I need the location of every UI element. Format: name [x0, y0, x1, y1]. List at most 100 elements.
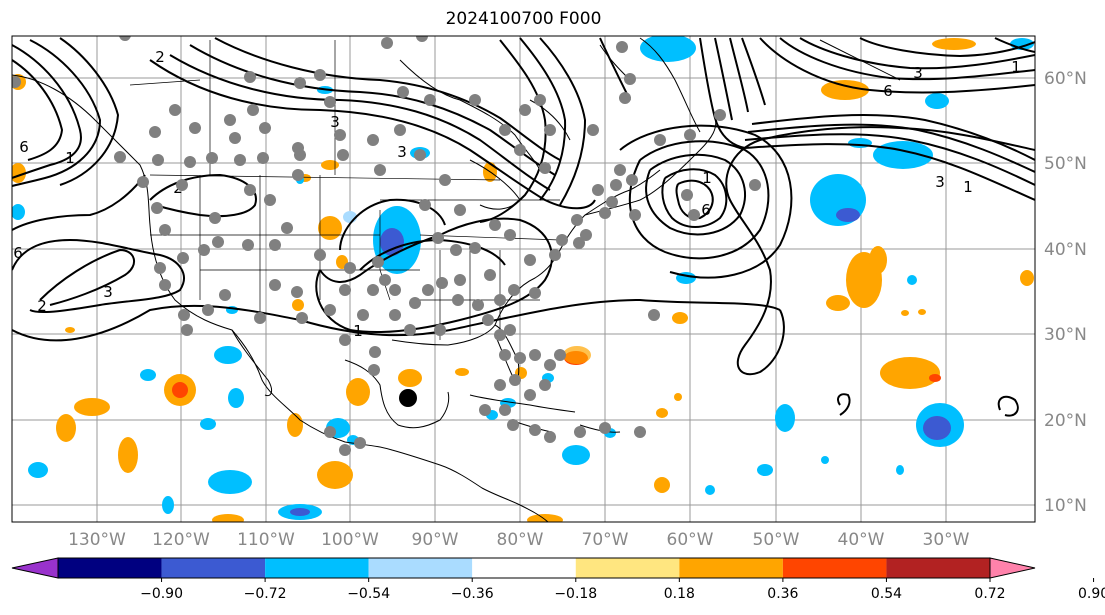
station-dot	[177, 252, 189, 264]
station-dot	[151, 202, 163, 214]
colorbar-extend-low	[11, 557, 59, 579]
contour-label: 6	[13, 244, 23, 262]
colorbar-tick-label: 0.90	[1078, 586, 1105, 602]
station-dots	[12, 36, 761, 456]
station-dot	[247, 104, 259, 116]
contour-label: 6	[19, 138, 29, 156]
station-dot	[404, 324, 416, 336]
contour-label: 3	[397, 143, 407, 161]
station-dot	[499, 124, 511, 136]
station-dot	[587, 124, 599, 136]
station-dot	[452, 294, 464, 306]
graticule	[12, 36, 1035, 522]
station-dot	[281, 222, 293, 234]
contour-label: 1	[702, 169, 712, 187]
longitude-label: 50°W	[753, 530, 800, 550]
station-dot	[354, 437, 366, 449]
station-dot	[606, 196, 618, 208]
station-dot	[494, 329, 506, 341]
station-dot	[472, 299, 484, 311]
colorbar-swatch	[886, 558, 990, 578]
station-dot	[314, 249, 326, 261]
latitude-label: 20°N	[1044, 411, 1087, 431]
station-dot	[254, 312, 266, 324]
station-dot	[259, 122, 271, 134]
colorbar-swatch	[58, 558, 162, 578]
station-dot	[580, 229, 592, 241]
colorbar-tick-label: 0.18	[664, 586, 695, 602]
station-dot	[529, 287, 541, 299]
station-dot	[688, 209, 700, 221]
contour-label: 1	[353, 322, 363, 340]
station-dot	[514, 144, 526, 156]
station-dot	[634, 426, 646, 438]
station-dot	[482, 314, 494, 326]
station-dot	[292, 169, 304, 181]
station-dot	[619, 92, 631, 104]
longitude-label: 100°W	[321, 530, 379, 550]
colorbar-swatch	[368, 558, 473, 578]
station-dot	[554, 349, 566, 361]
station-dot	[436, 277, 448, 289]
station-dot	[556, 234, 568, 246]
station-dot	[529, 349, 541, 361]
station-dot	[519, 104, 531, 116]
station-dot	[209, 212, 221, 224]
station-dot	[599, 422, 611, 434]
colorbar-tick-label: −0.72	[244, 586, 287, 602]
station-dot	[514, 352, 526, 364]
colorbar-tick-label: −0.36	[451, 586, 494, 602]
latitude-labels: 60°N 50°N 40°N 30°N 20°N 10°N	[1044, 69, 1087, 516]
longitude-label: 90°W	[412, 530, 459, 550]
station-dot	[599, 207, 611, 219]
station-dot	[324, 304, 336, 316]
contour-label: 1	[963, 178, 973, 196]
station-dot	[344, 262, 356, 274]
contour-label-layer: 123612313613613261	[13, 48, 1021, 340]
station-dot	[379, 274, 391, 286]
station-dot	[294, 77, 306, 89]
station-dot	[508, 284, 520, 296]
station-dot	[176, 179, 188, 191]
longitude-label: 120°W	[152, 530, 210, 550]
contour-label: 6	[883, 82, 893, 100]
station-dot	[229, 132, 241, 144]
station-dot	[450, 244, 462, 256]
figure-title: 2024100700 F000	[445, 9, 602, 29]
station-dot	[257, 152, 269, 164]
colorbar-swatch	[472, 558, 576, 578]
longitude-label: 60°W	[667, 530, 714, 550]
station-dot	[422, 284, 434, 296]
station-dot	[374, 164, 386, 176]
station-dot	[212, 236, 224, 248]
station-dot	[614, 164, 626, 176]
colorbar-tick-label: −0.18	[554, 586, 597, 602]
station-dot	[489, 219, 501, 231]
colorbar-swatch	[679, 558, 783, 578]
longitude-label: 110°W	[237, 530, 295, 550]
station-dot	[339, 334, 351, 346]
station-dot	[469, 94, 481, 106]
station-dot	[152, 154, 164, 166]
colorbar-swatch	[161, 558, 266, 578]
contour-label: 2	[37, 297, 47, 315]
station-dot	[610, 179, 622, 191]
station-dot	[499, 349, 511, 361]
station-dot	[389, 309, 401, 321]
station-dot	[368, 364, 380, 376]
station-dot	[242, 239, 254, 251]
contour-label: 3	[935, 173, 945, 191]
station-dot	[189, 122, 201, 134]
colorbar-extend-high	[989, 557, 1036, 579]
station-dot	[439, 174, 451, 186]
station-dot	[592, 184, 604, 196]
station-dot	[454, 204, 466, 216]
station-dot	[681, 189, 693, 201]
latitude-label: 50°N	[1044, 154, 1087, 174]
station-dot	[324, 426, 336, 438]
station-dot	[539, 379, 551, 391]
contour-label: 3	[330, 113, 340, 131]
station-dot	[714, 109, 726, 121]
station-dot	[544, 431, 556, 443]
